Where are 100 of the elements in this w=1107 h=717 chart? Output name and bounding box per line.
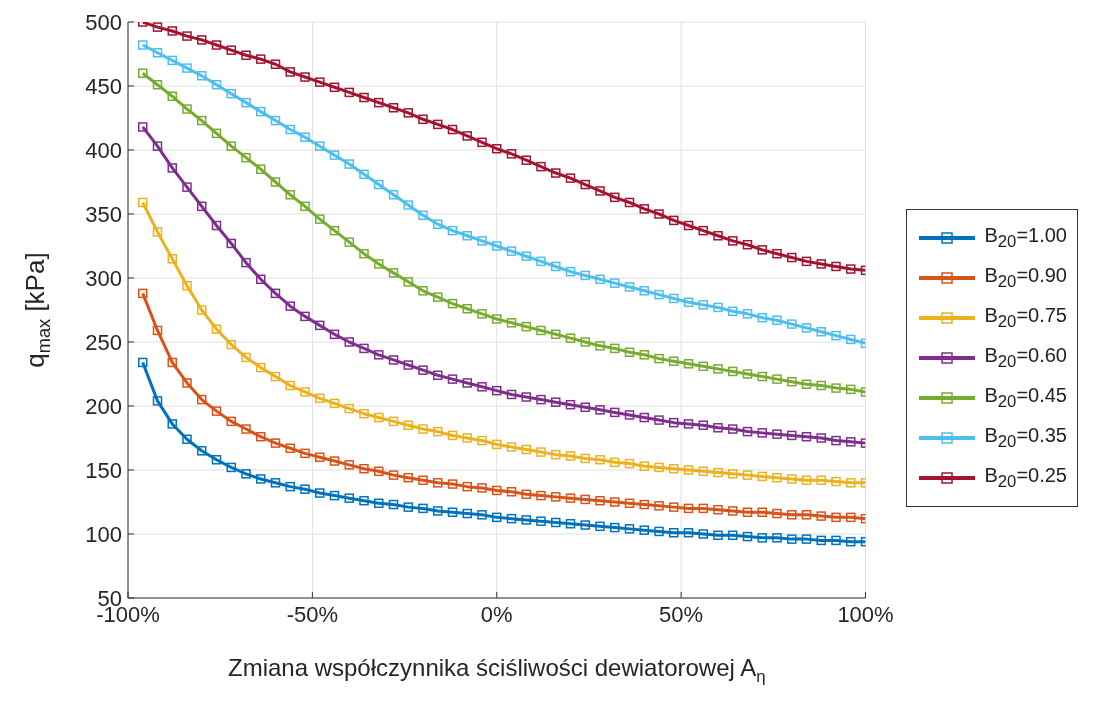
point <box>211 220 222 231</box>
legend-label: B$_{20}$=0.75 <box>984 304 1067 332</box>
point <box>742 239 753 250</box>
point <box>315 141 325 151</box>
point <box>477 309 487 319</box>
point <box>197 446 207 456</box>
point <box>211 40 222 50</box>
point <box>300 201 310 212</box>
point <box>742 309 753 319</box>
point <box>772 472 782 483</box>
point <box>197 115 207 126</box>
point <box>787 252 797 263</box>
point <box>565 451 576 461</box>
point <box>270 59 281 69</box>
point <box>757 245 768 255</box>
point <box>565 266 576 277</box>
point <box>226 339 236 350</box>
y-tick-label: 150 <box>85 457 122 483</box>
point <box>197 35 207 45</box>
point <box>256 274 266 285</box>
point <box>713 423 723 433</box>
point <box>624 524 635 534</box>
point <box>787 510 797 520</box>
point <box>713 504 723 515</box>
point <box>138 288 148 299</box>
point <box>713 302 723 313</box>
point <box>816 511 827 521</box>
point <box>639 204 650 214</box>
point <box>801 323 812 333</box>
point <box>610 407 620 418</box>
point <box>359 343 369 354</box>
point <box>551 329 561 340</box>
point <box>241 257 251 268</box>
point <box>580 494 591 505</box>
point <box>595 495 605 506</box>
point <box>846 384 856 395</box>
point <box>580 402 591 413</box>
x-tick-label: 50% <box>659 601 704 627</box>
point <box>344 337 355 347</box>
point <box>462 378 473 388</box>
point <box>683 297 694 308</box>
point <box>610 278 620 288</box>
point <box>772 315 782 325</box>
point <box>433 119 443 130</box>
point <box>565 519 576 529</box>
point <box>241 97 251 108</box>
point <box>506 389 517 400</box>
point <box>285 481 295 492</box>
point <box>698 361 709 372</box>
point <box>521 444 532 455</box>
point <box>182 31 192 41</box>
point <box>580 520 591 530</box>
point <box>698 420 709 430</box>
point <box>462 508 473 519</box>
point <box>418 114 428 125</box>
x-tick-label: -50% <box>286 601 339 627</box>
point <box>816 259 827 269</box>
point <box>462 131 473 141</box>
point <box>359 169 369 180</box>
point <box>492 143 502 154</box>
point <box>801 256 812 267</box>
point <box>801 510 812 520</box>
point <box>698 503 709 514</box>
point <box>418 365 428 375</box>
x-axis-title: Zmiana współczynnika ściśliwości dewiatorowej A$_{η}$ <box>227 654 766 686</box>
point <box>506 442 517 452</box>
point <box>551 492 561 502</box>
point <box>624 282 635 292</box>
point <box>300 448 310 459</box>
point <box>403 502 414 512</box>
point <box>536 325 546 336</box>
point <box>492 512 502 523</box>
point <box>846 264 856 274</box>
point <box>138 40 148 50</box>
point <box>182 280 192 291</box>
point <box>211 128 222 139</box>
point <box>654 353 664 364</box>
point <box>654 501 664 511</box>
point <box>315 488 325 498</box>
point <box>167 163 177 173</box>
point <box>580 179 591 190</box>
point <box>241 50 251 61</box>
point <box>300 132 310 142</box>
point <box>492 314 502 324</box>
point <box>610 497 620 507</box>
point <box>433 370 443 381</box>
point <box>757 371 768 382</box>
point <box>728 366 738 377</box>
point <box>831 261 841 272</box>
point <box>551 168 561 178</box>
point <box>447 479 458 489</box>
point <box>462 433 473 443</box>
point <box>565 399 576 410</box>
point <box>182 378 192 388</box>
point <box>816 535 827 546</box>
point <box>728 236 738 246</box>
point <box>610 343 620 354</box>
point <box>639 461 650 471</box>
point <box>728 306 738 317</box>
point <box>521 392 532 402</box>
